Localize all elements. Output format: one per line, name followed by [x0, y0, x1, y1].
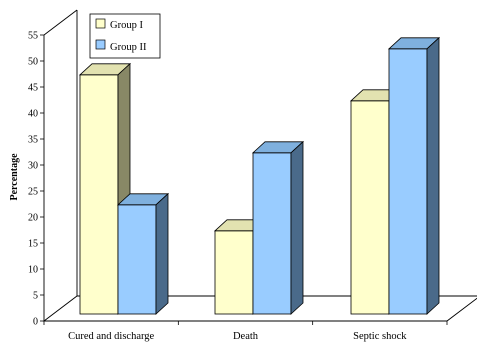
- y-tick-label: 55: [28, 31, 38, 42]
- bar-front-face: [214, 230, 254, 315]
- y-tick-label: 20: [28, 213, 38, 224]
- y-tick-label: 0: [33, 317, 38, 328]
- bar-front-face: [350, 100, 390, 315]
- y-tick-label: 30: [28, 161, 38, 172]
- y-axis-ticks: 0 5 10 15 20 25 30 35 40 45 50 55: [28, 31, 44, 328]
- x-tick-label: Death: [233, 331, 259, 342]
- y-tick-label: 50: [28, 57, 38, 68]
- y-tick-label: 15: [28, 239, 38, 250]
- bar: [251, 140, 305, 315]
- x-tick-label: Cured and discharge: [68, 331, 154, 342]
- legend-label-group-ii: Group II: [110, 42, 147, 53]
- legend-swatch-group-i: [95, 18, 106, 29]
- y-tick-label: 25: [28, 187, 38, 198]
- bars: [78, 36, 441, 315]
- bar-front-face: [252, 152, 292, 315]
- x-axis-labels: Cured and discharge Death Septic shock: [43, 321, 448, 342]
- legend-swatch-group-ii: [95, 39, 106, 50]
- side-wall-top-edge: [43, 9, 78, 36]
- legend: Group I Group II: [89, 13, 161, 59]
- bar: [116, 192, 170, 315]
- y-tick-label: 35: [28, 135, 38, 146]
- x-tick-label: Septic shock: [353, 331, 407, 342]
- y-tick-label: 40: [28, 109, 38, 120]
- bar-front-face: [117, 204, 157, 315]
- y-tick-label: 10: [28, 265, 38, 276]
- bar-front-face: [388, 48, 428, 315]
- bar-side-face: [155, 192, 169, 315]
- bar: [387, 36, 441, 315]
- y-tick-label: 5: [33, 291, 38, 302]
- bar-front-face: [79, 74, 119, 315]
- y-tick-label: 45: [28, 83, 38, 94]
- bar-side-face: [426, 36, 440, 315]
- y-axis-label: Percentage: [9, 153, 20, 201]
- bar-side-face: [290, 140, 304, 315]
- legend-label-group-i: Group I: [110, 20, 143, 31]
